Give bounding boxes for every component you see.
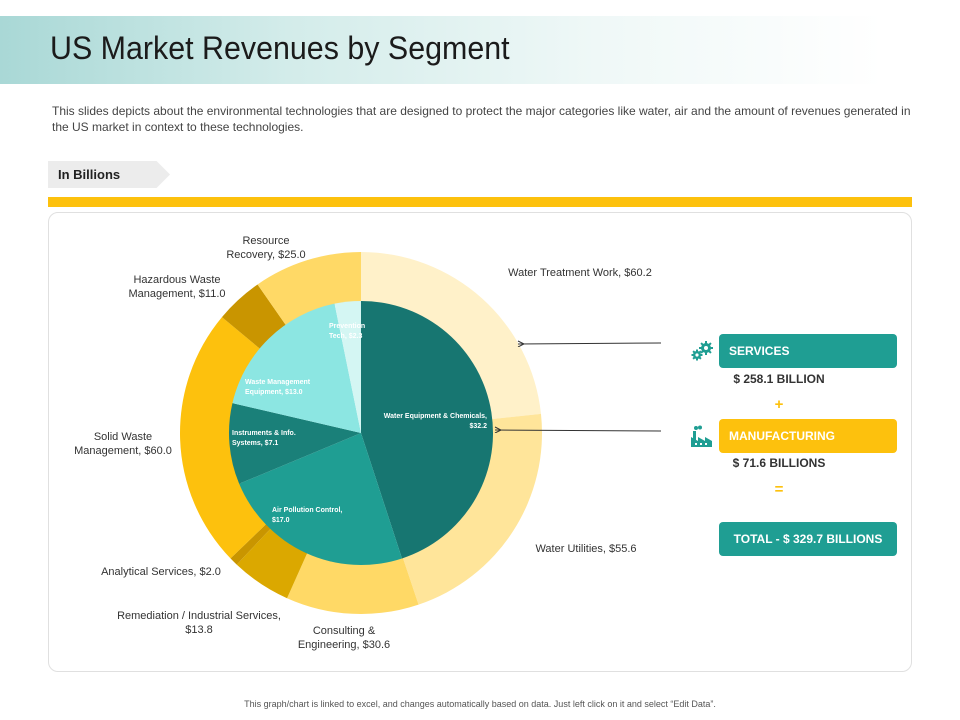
outer-slice-analytical-services <box>230 523 272 565</box>
chart-labels: Water Treatment Work, $60.2 Water Utiliti… <box>74 235 652 651</box>
inner-pie <box>229 301 494 565</box>
plus-sign: + <box>774 396 784 413</box>
arrows <box>495 343 662 431</box>
outer-slice-consulting-engineering <box>287 551 419 614</box>
outer-slice-resource-recovery <box>257 252 361 327</box>
label-water-treatment-work: Water Treatment Work, $60.2 <box>508 267 652 279</box>
label-instruments-info-systems: Instruments & Info. Systems, $7.1 <box>232 430 296 447</box>
unit-tag-label: In Billions <box>58 167 121 182</box>
gears-icon <box>691 341 713 361</box>
equals-sign: = <box>774 481 784 498</box>
label-air-pollution-control: Air Pollution Control, $17.0 <box>272 507 342 524</box>
manufacturing-amount: $ 71.6 BILLIONS <box>732 456 826 470</box>
page-title: US Market Revenues by Segment <box>50 30 510 66</box>
total-label: TOTAL - $ 329.7 BILLIONS <box>719 522 897 556</box>
label-prevention-tech: Prevention Tech, $2.3 <box>329 323 365 340</box>
label-analytical-services: Analytical Services, $2.0 <box>101 566 221 578</box>
label-resource-recovery: Resource Recovery, $25.0 <box>226 235 305 261</box>
page-description: This slides depicts about the environmen… <box>52 104 911 134</box>
factory-icon <box>691 425 712 447</box>
manufacturing-arrow <box>495 430 662 431</box>
outer-slice-hazardous-waste-management <box>221 284 287 350</box>
services-arrow <box>518 343 662 344</box>
outer-slice-solid-waste-management <box>180 317 268 559</box>
label-waste-management-equipment: Waste Management Equipment, $13.0 <box>245 379 311 396</box>
chart-panel <box>48 212 912 672</box>
accent-bar <box>48 197 912 207</box>
outer-slice-water-treatment-work <box>361 252 541 420</box>
inner-slice-water-equipment-chemicals <box>361 301 494 559</box>
label-consulting-engineering: Consulting & Engineering, $30.6 <box>298 625 390 651</box>
label-hazardous-waste-management: Hazardous Waste Management, $11.0 <box>128 274 225 300</box>
inner-slice-instruments-info-systems <box>229 403 361 484</box>
inner-slice-prevention-tech <box>334 301 361 433</box>
services-label: SERVICES <box>719 334 897 368</box>
title-band <box>0 16 960 84</box>
footer-note: This graph/chart is linked to excel, and… <box>244 699 716 709</box>
manufacturing-label: MANUFACTURING <box>719 419 897 453</box>
label-water-utilities: Water Utilities, $55.6 <box>535 543 636 555</box>
inner-slice-air-pollution-control <box>239 433 403 565</box>
outer-ring <box>180 252 542 614</box>
unit-tag: In Billions <box>48 161 170 188</box>
outer-slice-remediation-industrial-services <box>236 527 308 599</box>
label-remediation-industrial-services: Remediation / Industrial Services, $13.8 <box>117 610 281 636</box>
services-amount: $ 258.1 BILLION <box>733 372 825 386</box>
outer-slice-water-utilities <box>402 413 542 605</box>
inner-slice-waste-management-equipment <box>232 303 361 433</box>
label-solid-waste-management: Solid Waste Management, $60.0 <box>74 431 172 457</box>
label-water-equipment-chemicals: Water Equipment & Chemicals, $32.2 <box>384 413 487 430</box>
